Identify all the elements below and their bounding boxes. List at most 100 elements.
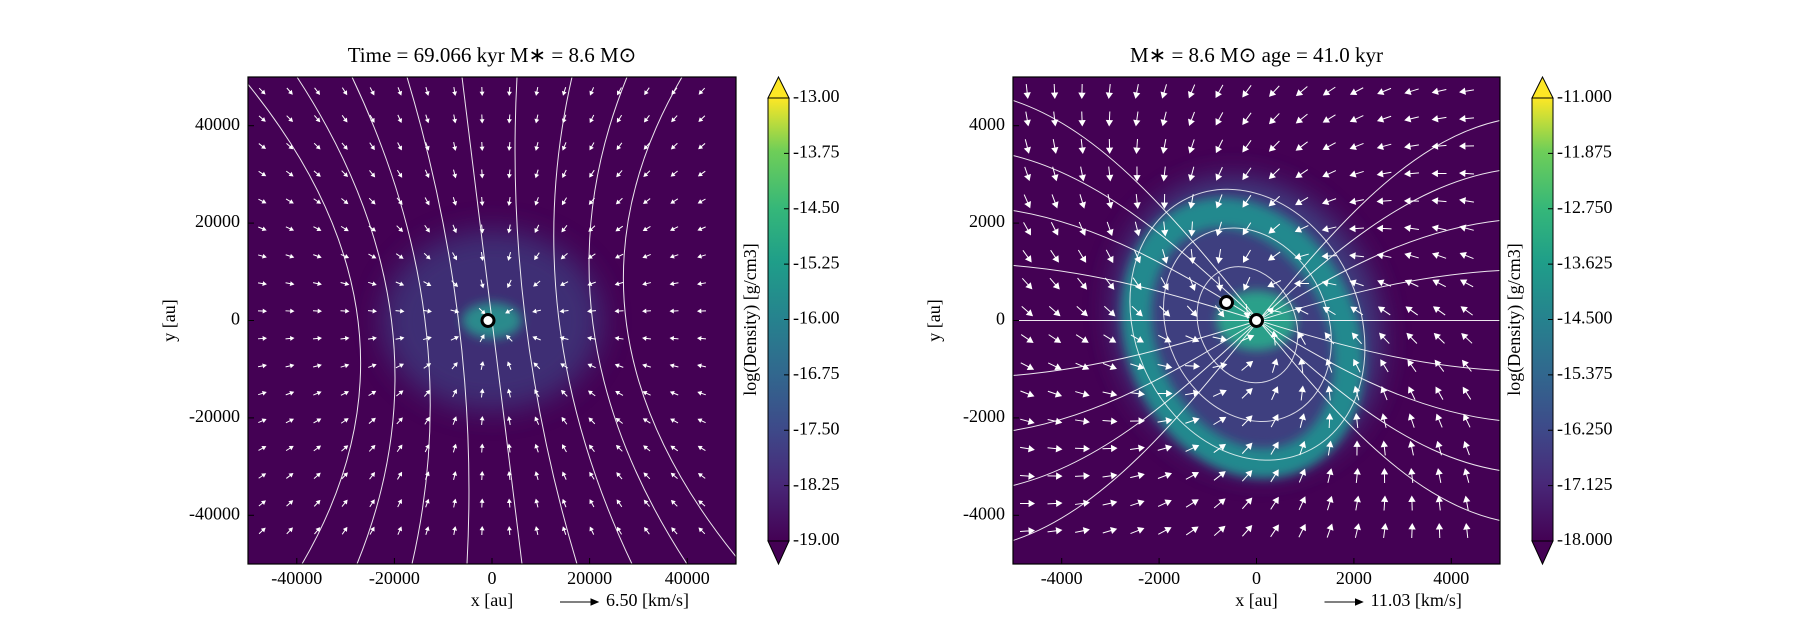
velocity-arrow <box>1298 358 1306 374</box>
velocity-arrow <box>1160 139 1168 154</box>
colorbar-extend-bottom <box>767 540 790 566</box>
velocity-arrow <box>589 142 595 151</box>
velocity-arrow <box>1185 526 1199 536</box>
velocity-arrow <box>698 115 706 122</box>
velocity-arrow <box>669 281 679 287</box>
velocity-arrow <box>643 115 650 123</box>
velocity-arrow <box>670 499 678 507</box>
velocity-arrow <box>1266 307 1282 315</box>
velocity-arrow <box>617 87 622 96</box>
velocity-arrow <box>258 527 266 535</box>
velocity-arrow <box>286 87 293 95</box>
velocity-arrow <box>643 472 651 480</box>
velocity-arrow <box>1269 85 1280 97</box>
velocity-arrow <box>396 169 403 178</box>
colorbar-label: log(Density) [g/cm3] <box>1504 243 1525 395</box>
velocity-arrow <box>1267 280 1282 288</box>
colorbar-tick-label: -15.25 <box>793 252 840 272</box>
velocity-arrow <box>341 472 348 480</box>
velocity-arrow <box>1051 194 1059 209</box>
velocity-arrow <box>341 445 349 452</box>
velocity-arrow <box>1051 111 1059 127</box>
velocity-arrow <box>1404 252 1419 260</box>
velocity-arrow <box>1185 444 1200 452</box>
velocity-arrow <box>1406 332 1418 344</box>
velocity-arrow <box>1380 386 1388 401</box>
velocity-arrow <box>669 308 679 314</box>
sink-particle <box>480 313 496 328</box>
velocity-arrow <box>1403 197 1420 205</box>
velocity-arrow <box>1133 84 1141 99</box>
velocity-arrow <box>1214 305 1225 318</box>
velocity-arrow <box>1105 83 1113 99</box>
velocity-arrow <box>1078 221 1087 236</box>
velocity-arrow <box>614 335 624 341</box>
velocity-arrow <box>1020 334 1034 343</box>
velocity-arrow <box>1078 111 1086 127</box>
x-tick-label: 20000 <box>567 568 612 588</box>
velocity-arrow <box>452 443 458 453</box>
velocity-arrow <box>450 335 460 341</box>
velocity-arrow <box>1404 279 1419 287</box>
velocity-arrow <box>1188 276 1196 291</box>
velocity-arrow <box>1130 527 1145 535</box>
velocity-arrow <box>1216 276 1224 292</box>
velocity-arrow <box>452 498 458 508</box>
chart-title: M∗ = 8.6 M⊙ age = 41.0 kyr <box>1130 43 1383 67</box>
velocity-arrow <box>1023 194 1031 209</box>
velocity-arrow <box>451 362 458 370</box>
streamline <box>296 77 396 564</box>
velocity-arrow <box>1129 390 1145 398</box>
velocity-arrow <box>1407 359 1417 373</box>
velocity-arrow <box>1404 115 1419 123</box>
velocity-arrow <box>1298 331 1306 345</box>
velocity-arrow <box>452 114 458 124</box>
velocity-arrow <box>642 253 651 259</box>
velocity-arrow <box>697 198 706 204</box>
velocity-arrow <box>588 225 596 232</box>
velocity-arrow <box>285 198 294 204</box>
velocity-arrow <box>589 471 595 480</box>
velocity-arrow <box>1242 85 1252 98</box>
velocity-arrow <box>506 388 512 398</box>
velocity-arrow <box>368 417 376 424</box>
velocity-arrow <box>479 114 485 124</box>
velocity-arrow <box>1376 170 1392 178</box>
velocity-arrow <box>424 114 430 124</box>
velocity-arrow <box>1268 113 1280 125</box>
velocity-arrow <box>314 87 321 95</box>
velocity-arrow <box>1047 472 1063 480</box>
velocity-arrow <box>1270 496 1279 510</box>
velocity-arrow <box>285 308 295 314</box>
velocity-arrow <box>506 361 512 370</box>
x-tick-label: 0 <box>1252 568 1261 588</box>
velocity-arrow <box>1408 522 1416 539</box>
velocity-arrow <box>452 416 458 425</box>
velocity-arrow <box>1075 527 1090 535</box>
velocity-arrow <box>1268 251 1281 261</box>
velocity-arrow <box>369 142 375 151</box>
velocity-arrow <box>1404 87 1419 95</box>
velocity-arrow <box>479 498 485 508</box>
velocity-arrow <box>1047 417 1063 425</box>
velocity-arrow <box>285 335 295 341</box>
velocity-arrow <box>285 281 295 287</box>
velocity-arrow <box>396 390 404 397</box>
velocity-arrow <box>1024 166 1031 182</box>
quiver-key-arrow <box>1324 598 1364 606</box>
velocity-arrow <box>1241 360 1254 371</box>
velocity-arrow <box>587 390 596 397</box>
velocity-arrow <box>1381 523 1389 539</box>
velocity-arrow <box>560 252 568 260</box>
velocity-arrow <box>616 142 623 151</box>
velocity-arrow <box>1103 334 1117 343</box>
velocity-arrow <box>258 473 267 479</box>
colorbar-tick-label: -15.375 <box>1557 363 1613 383</box>
velocity-arrow <box>451 280 459 288</box>
velocity-arrow <box>1431 115 1447 123</box>
velocity-arrow <box>1105 249 1114 264</box>
velocity-arrow <box>340 253 350 259</box>
velocity-arrow <box>450 308 460 314</box>
map-area <box>248 77 736 564</box>
